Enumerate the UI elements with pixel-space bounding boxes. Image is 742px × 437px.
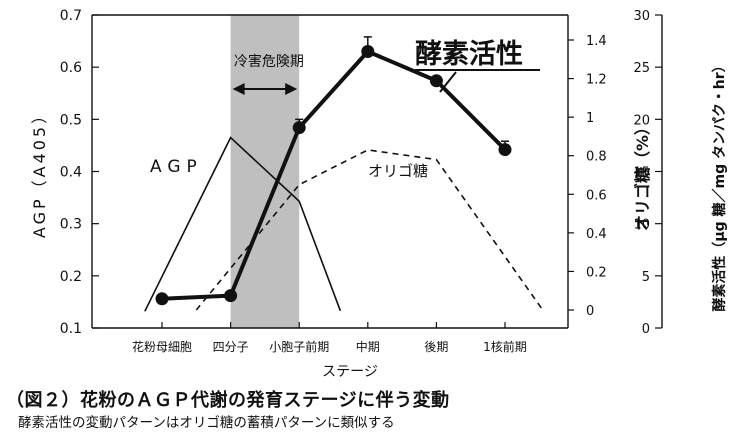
- middle-tick-label: 0.8: [586, 150, 607, 165]
- middle-tick-label: 1: [586, 111, 594, 126]
- ticks: 0.1 0.2 0.3 0.4 0.5 0.6 0.7 0 0.2 0.4 0.6 0.8 1 1.2 1.…: [60, 8, 662, 354]
- x-category-label: 花粉母細胞: [132, 339, 192, 354]
- x-category-label: 四分子: [213, 340, 249, 354]
- enzyme-activity-point: [155, 292, 169, 306]
- figure-caption-subtitle: 酵素活性の変動パターンはオリゴ糖の蓄積パターンに類似する: [18, 415, 395, 431]
- enzyme-activity-point: [292, 121, 306, 135]
- middle-axis-title: オリゴ糖（%）: [633, 119, 652, 231]
- left-tick-label: 0.6: [60, 60, 82, 76]
- left-tick-label: 0.7: [60, 8, 82, 24]
- shaded-region-label: 冷害危険期: [234, 54, 304, 70]
- oligosaccharide-series-label: オリゴ糖: [368, 162, 428, 180]
- left-tick-label: 0.4: [60, 165, 82, 181]
- figure-caption-title: （図２）花粉のＡＧＰ代謝の発育ステージに伴う変動: [6, 390, 450, 411]
- enzyme-label-leader: [439, 71, 457, 93]
- enzyme-activity-point: [361, 45, 375, 59]
- middle-tick-label: 0.2: [586, 265, 607, 280]
- enzyme-activity-point: [224, 289, 238, 303]
- enzyme-activity-point: [429, 74, 443, 88]
- chart-figure: 0.1 0.2 0.3 0.4 0.5 0.6 0.7 0 0.2 0.4 0.6 0.8 1 1.2 1.…: [30, 8, 728, 380]
- agp-line: [144, 136, 342, 312]
- left-axis-title: AGP（A405）: [30, 105, 49, 238]
- middle-tick-label: 0.6: [586, 188, 607, 203]
- left-tick-label: 0.3: [60, 217, 82, 233]
- left-tick-label: 0.1: [60, 321, 82, 337]
- x-category-label: 後期: [424, 340, 448, 354]
- middle-tick-label: 0: [586, 304, 594, 319]
- x-category-label: 小胞子前期: [269, 339, 329, 354]
- right-tick-label: 10: [633, 218, 650, 233]
- middle-tick-label: 1.2: [586, 73, 607, 88]
- labels: ステージ AGP（A405） オリゴ糖（%） 酵素活性（μg 糖／mg タンパク・hr…: [30, 39, 728, 380]
- right-tick-label: 20: [633, 113, 650, 128]
- x-category-label: 中期: [356, 339, 380, 354]
- left-tick-label: 0.2: [60, 269, 82, 285]
- middle-tick-label: 1.4: [586, 34, 607, 49]
- shaded-region: [230, 15, 300, 328]
- right-axis-title: 酵素活性（μg 糖／mg タンパク・hr）: [711, 58, 728, 311]
- right-tick-label: 25: [633, 61, 650, 76]
- middle-tick-label: 0.4: [586, 227, 607, 242]
- enzyme-activity-line: [161, 49, 507, 301]
- x-category-label: 1核前期: [483, 339, 527, 354]
- agp-series-label: AGP: [150, 157, 203, 177]
- right-tick-label: 15: [633, 166, 650, 181]
- right-tick-label: 0: [642, 322, 650, 337]
- shaded-region-arrow-right-head: [285, 83, 298, 95]
- right-tick-label: 5: [642, 270, 650, 285]
- enzyme-activity-point: [498, 143, 512, 157]
- shaded-region-arrow-left-head: [232, 83, 245, 95]
- x-axis-title: ステージ: [322, 364, 378, 380]
- series: [144, 36, 544, 312]
- enzyme-activity-label: 酵素活性: [415, 39, 523, 70]
- left-tick-label: 0.5: [60, 112, 82, 128]
- right-tick-label: 30: [633, 9, 650, 24]
